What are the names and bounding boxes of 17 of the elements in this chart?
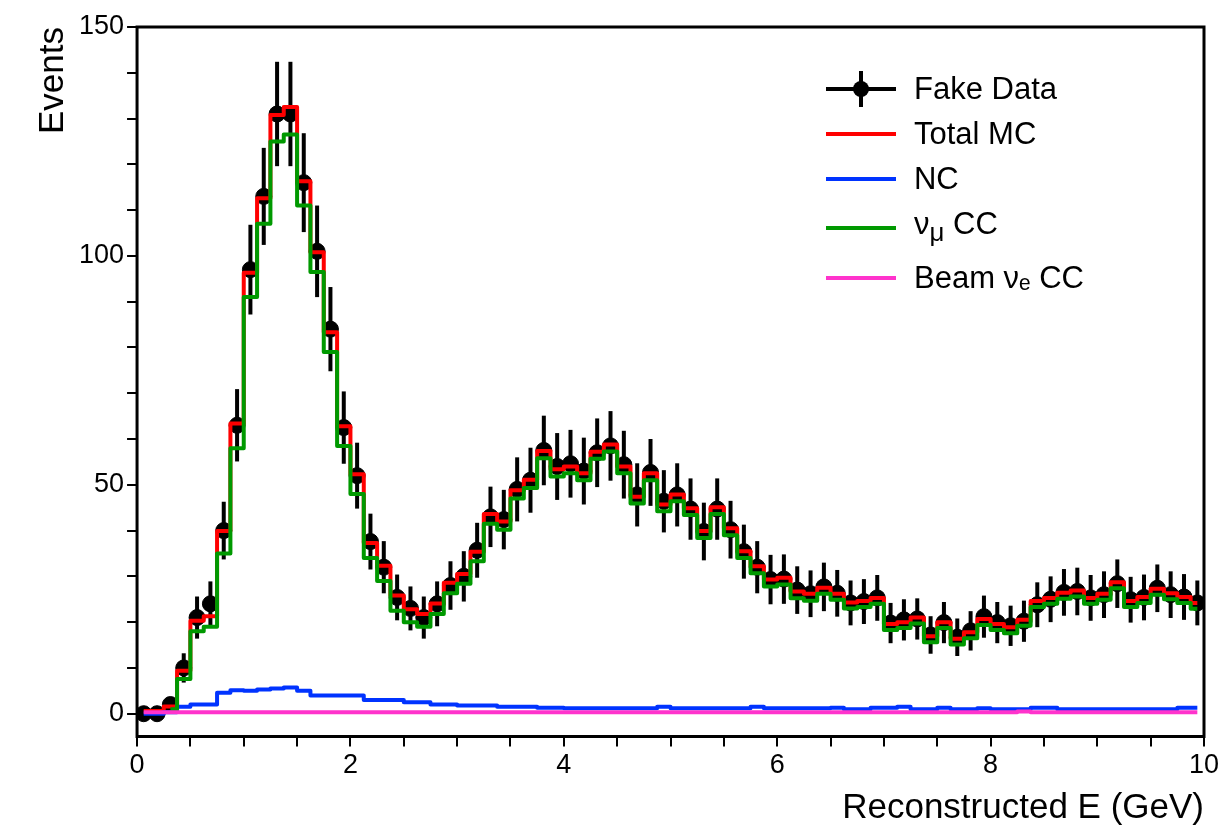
y-tick-label: 50 bbox=[94, 468, 125, 499]
x-tick-label: 10 bbox=[1188, 749, 1220, 780]
legend-label: Fake Data bbox=[913, 70, 1057, 108]
x-tick-label: 4 bbox=[556, 749, 572, 780]
legend-label: ν$_{μ}$ CC bbox=[913, 205, 998, 249]
y-tick-label: 150 bbox=[78, 10, 125, 41]
x-tick-label: 6 bbox=[769, 749, 785, 780]
y-axis-title: Events bbox=[30, 27, 70, 134]
x-tick-label: 8 bbox=[983, 749, 999, 780]
x-tick-label: 0 bbox=[129, 749, 145, 780]
y-tick-label: 100 bbox=[78, 239, 125, 270]
legend-label: Total MC bbox=[913, 115, 1037, 153]
x-tick-label: 2 bbox=[342, 749, 358, 780]
legend-label: NC bbox=[913, 160, 959, 198]
legend-label: Beam νₑ CC bbox=[913, 259, 1084, 298]
y-tick-label: 0 bbox=[109, 697, 125, 728]
x-axis-title: Reconstructed E (GeV) bbox=[842, 785, 1204, 825]
